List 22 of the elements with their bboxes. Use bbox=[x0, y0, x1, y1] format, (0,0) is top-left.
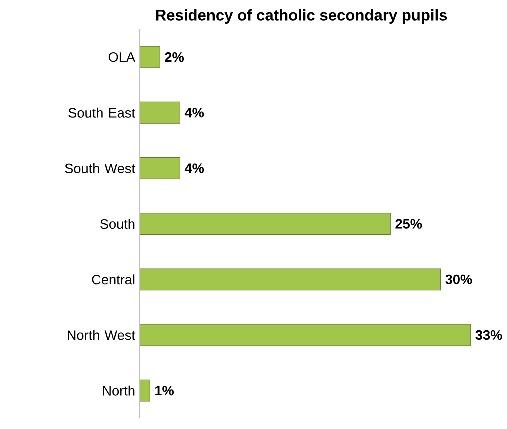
data-label: 1% bbox=[156, 386, 174, 396]
data-label: 2% bbox=[165, 52, 184, 62]
y-tick-label: North West bbox=[68, 330, 136, 340]
data-label: 25% bbox=[396, 219, 422, 229]
data-label: 4% bbox=[184, 108, 204, 118]
bar bbox=[140, 46, 160, 68]
data-label: 30% bbox=[446, 274, 472, 284]
bar bbox=[140, 268, 442, 291]
y-tick-label: South East bbox=[68, 108, 136, 118]
y-tick-label: South bbox=[100, 219, 135, 230]
data-label: 4% bbox=[184, 164, 204, 174]
bar bbox=[140, 213, 391, 236]
chart-title: Residency of catholic secondary pupils bbox=[156, 9, 448, 24]
bar bbox=[140, 324, 472, 346]
bar bbox=[140, 380, 150, 402]
y-tick-label: South West bbox=[65, 163, 136, 174]
y-tick-label: OLA bbox=[108, 52, 136, 62]
bar bbox=[140, 102, 180, 124]
data-label: 33% bbox=[476, 330, 502, 340]
y-tick-label: Central bbox=[92, 274, 135, 285]
bar bbox=[140, 158, 180, 180]
y-tick-label: North bbox=[103, 386, 135, 396]
